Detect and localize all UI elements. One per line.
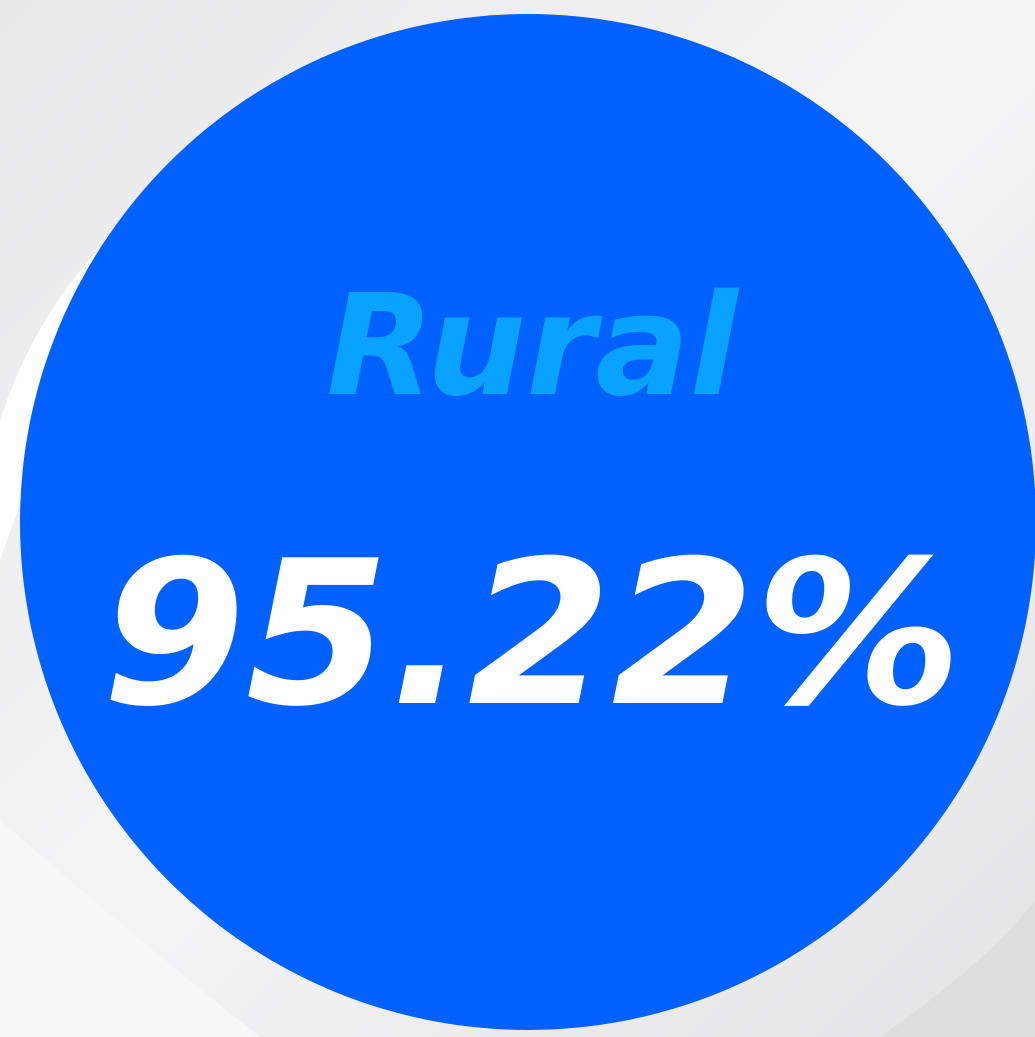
swoosh (880, 900, 1035, 1037)
circle (20, 14, 1035, 1030)
label: Rural (326, 265, 739, 428)
swoosh (0, 820, 260, 1037)
stat: 95.22% (102, 518, 962, 751)
